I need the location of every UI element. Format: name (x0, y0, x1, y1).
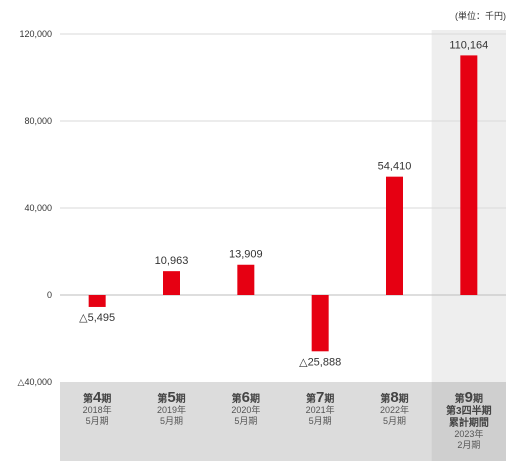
category-period-label: 第4期 (83, 389, 111, 406)
category-date-label: 2023年 (454, 428, 483, 439)
data-label: 13,909 (229, 249, 263, 261)
unit-note: (単位：千円) (455, 10, 506, 21)
category-period-label: 第6期 (232, 389, 260, 406)
category-band-highlight (431, 382, 506, 461)
category-date-label: 5月期 (86, 416, 109, 426)
y-tick-label: △40,000 (18, 377, 52, 387)
category-date-label: 2月期 (457, 440, 480, 450)
data-label: 10,963 (155, 255, 189, 267)
category-date-label: 2022年 (380, 404, 409, 415)
category-date-label: 5月期 (160, 416, 183, 426)
category-period-label: 第9期 (455, 389, 483, 406)
y-tick-label: 0 (47, 290, 52, 300)
bar (88, 295, 106, 307)
category-extra-label: 累計期間 (449, 416, 489, 429)
category-date-label: 2021年 (306, 404, 335, 415)
data-label: 110,164 (449, 39, 488, 51)
data-label: △25,888 (299, 356, 341, 368)
category-date-label: 2018年 (83, 404, 112, 415)
category-date-label: 5月期 (234, 416, 257, 426)
category-period-label: 第8期 (380, 389, 408, 406)
bar (460, 55, 478, 296)
category-extra-label: 第3四半期 (446, 404, 492, 417)
bar (311, 295, 329, 352)
category-date-label: 5月期 (309, 416, 332, 426)
data-label: 54,410 (378, 161, 412, 173)
y-tick-label: 80,000 (24, 116, 52, 126)
category-date-label: 2019年 (157, 404, 186, 415)
bar (163, 271, 180, 295)
bar (237, 264, 255, 295)
y-tick-label: 40,000 (24, 203, 52, 213)
category-date-label: 5月期 (383, 416, 406, 426)
category-period-label: 第7期 (306, 389, 334, 406)
category-date-label: 2020年 (231, 404, 260, 415)
category-period-label: 第5期 (157, 389, 185, 406)
data-label: △5,495 (79, 312, 115, 324)
y-tick-label: 120,000 (19, 29, 52, 39)
bar (386, 176, 403, 295)
